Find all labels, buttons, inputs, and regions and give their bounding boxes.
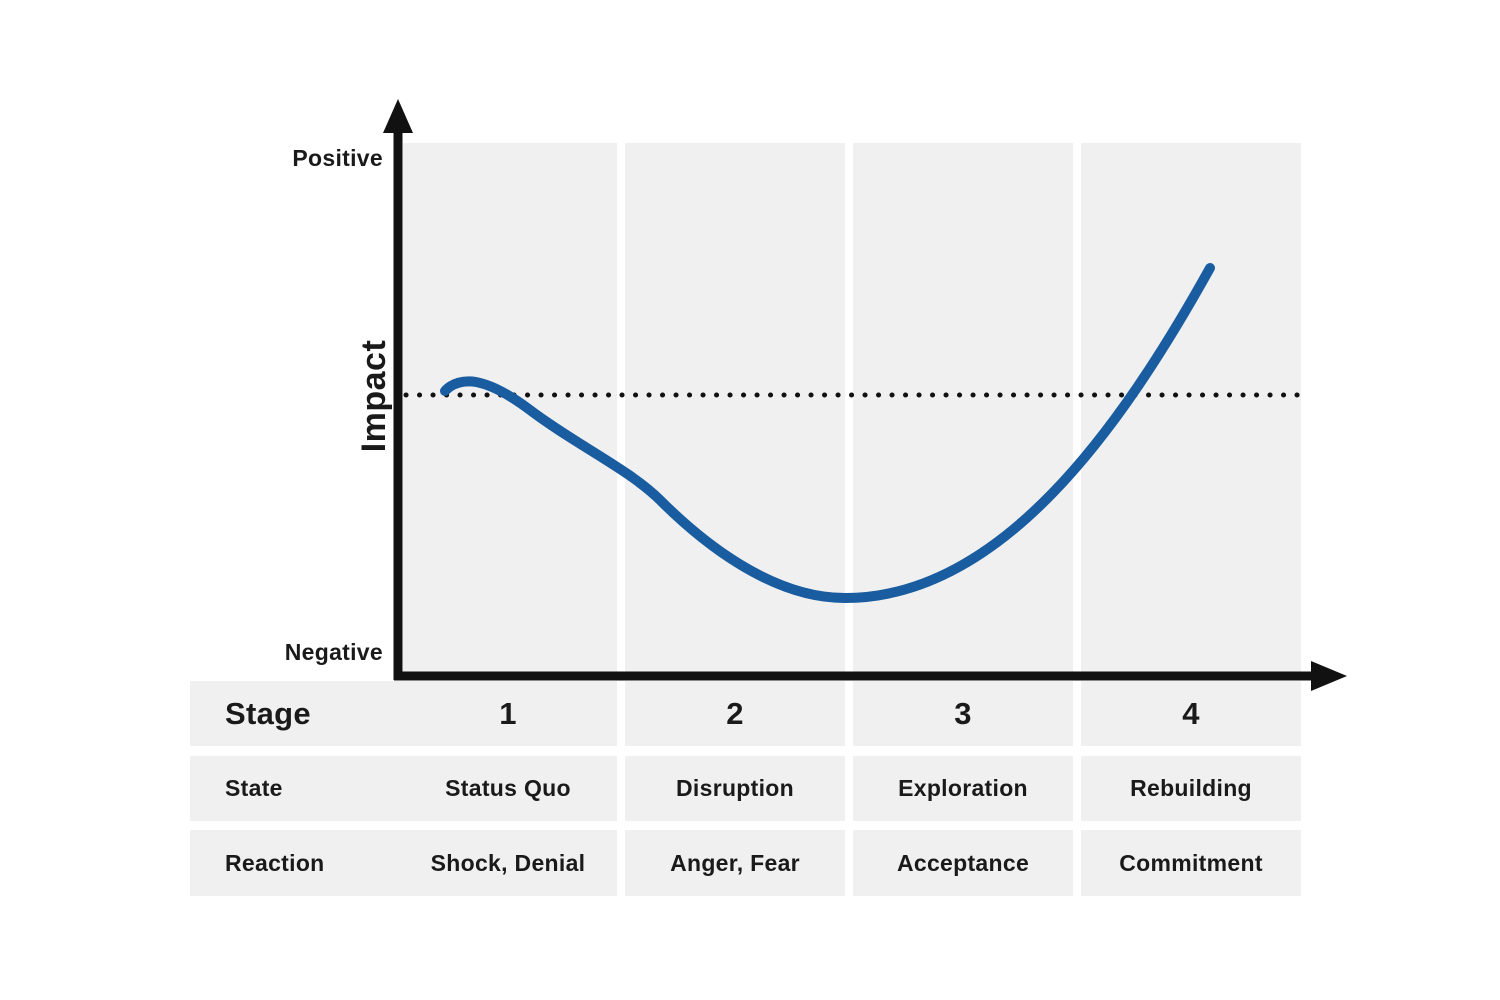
y-axis-arrowhead-icon — [383, 99, 413, 133]
stage-label-cell: Stage 1 — [190, 681, 617, 746]
reaction-2-value: Anger, Fear — [670, 849, 800, 876]
y-axis-title: Impact — [355, 339, 393, 453]
state-3-cell: Exploration — [853, 756, 1073, 821]
stage-1-value: 1 — [499, 695, 517, 731]
stage-2-value: 2 — [726, 695, 744, 731]
stage-3-value: 3 — [954, 695, 972, 731]
state-1-value: Status Quo — [445, 775, 571, 801]
stage-4-cell: 4 — [1081, 681, 1301, 746]
change-curve-line — [440, 263, 1215, 604]
state-2-cell: Disruption — [625, 756, 845, 821]
stage-3-cell: 3 — [853, 681, 1073, 746]
row-label-reaction: Reaction — [225, 849, 325, 876]
stage-band-3 — [853, 143, 1073, 672]
stage-4-value: 4 — [1182, 695, 1200, 731]
reaction-label-cell: Reaction Shock, Denial — [190, 830, 617, 896]
y-axis-min-label: Negative — [284, 639, 383, 665]
table-row-state: State Status Quo Disruption Exploration … — [190, 756, 1301, 821]
stage-2-cell: 2 — [625, 681, 845, 746]
reaction-4-cell: Commitment — [1081, 830, 1301, 896]
row-label-state: State — [225, 775, 283, 801]
row-label-stage: Stage — [225, 695, 311, 731]
table-row-stage: Stage 1 2 3 4 — [190, 681, 1301, 746]
reaction-3-cell: Acceptance — [853, 830, 1073, 896]
state-4-value: Rebuilding — [1130, 775, 1252, 801]
x-axis-arrowhead-icon — [1311, 661, 1347, 691]
reaction-4-value: Commitment — [1119, 849, 1263, 876]
stage-band-2 — [625, 143, 845, 672]
reaction-2-cell: Anger, Fear — [625, 830, 845, 896]
table-row-reaction: Reaction Shock, Denial Anger, Fear Accep… — [190, 830, 1301, 896]
state-4-cell: Rebuilding — [1081, 756, 1301, 821]
state-3-value: Exploration — [898, 775, 1028, 801]
reaction-3-value: Acceptance — [896, 849, 1030, 876]
state-2-value: Disruption — [676, 775, 794, 801]
reaction-1-value: Shock, Denial — [430, 849, 586, 876]
state-label-cell: State Status Quo — [190, 756, 617, 821]
y-axis-max-label: Positive — [292, 145, 383, 171]
stage-band-1 — [403, 143, 617, 672]
